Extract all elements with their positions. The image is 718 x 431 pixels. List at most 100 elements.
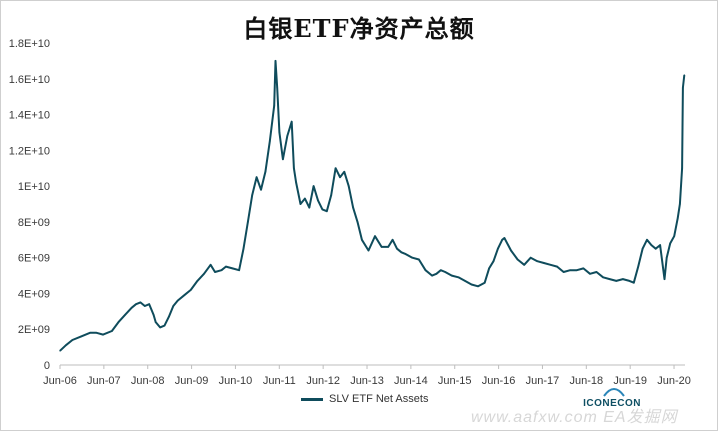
data-point xyxy=(352,206,354,209)
x-tick-label: Jun-17 xyxy=(526,375,560,387)
data-point xyxy=(440,269,442,272)
data-point xyxy=(209,264,212,266)
data-point xyxy=(274,60,277,62)
data-point xyxy=(536,260,539,263)
data-point xyxy=(124,314,126,316)
data-point xyxy=(387,246,390,248)
data-point xyxy=(293,167,295,169)
data-point xyxy=(673,235,675,237)
data-point xyxy=(477,285,479,288)
data-point xyxy=(523,264,525,266)
data-point xyxy=(65,344,67,347)
data-point xyxy=(391,239,394,241)
data-point xyxy=(681,167,683,169)
data-point xyxy=(334,167,337,169)
legend: SLV ETF Net Assets xyxy=(301,393,428,405)
x-tick-label: Jun-16 xyxy=(482,375,516,387)
data-point xyxy=(172,305,175,307)
data-point xyxy=(679,203,681,205)
data-point xyxy=(374,235,376,237)
y-tick-label: 1.4E+10 xyxy=(9,110,50,122)
data-point xyxy=(411,256,414,259)
data-point xyxy=(654,247,657,250)
data-point xyxy=(424,269,427,272)
y-tick-label: 1E+10 xyxy=(18,181,50,193)
data-point xyxy=(431,274,433,277)
data-point xyxy=(317,199,319,202)
data-point xyxy=(247,221,249,223)
data-point xyxy=(665,256,668,259)
data-point xyxy=(111,330,113,332)
data-point xyxy=(231,267,234,270)
legend-label: SLV ETF Net Assets xyxy=(329,393,429,405)
data-point xyxy=(154,321,157,323)
data-point xyxy=(669,242,671,245)
data-point xyxy=(510,249,512,252)
data-point xyxy=(152,314,155,316)
data-point xyxy=(196,280,199,282)
data-point xyxy=(102,333,104,336)
data-point xyxy=(190,289,192,291)
data-point xyxy=(663,278,666,280)
data-point xyxy=(615,280,618,282)
x-tick-label: Jun-15 xyxy=(438,375,472,387)
watermark: www.aafxw.com EA发掘网 xyxy=(471,409,678,426)
data-point xyxy=(529,256,532,259)
data-point xyxy=(622,278,624,280)
x-tick-label: Jun-18 xyxy=(569,375,603,387)
x-tick-label: Jun-10 xyxy=(219,375,253,387)
data-point xyxy=(380,246,383,248)
x-tick-label: Jun-08 xyxy=(131,375,165,387)
x-tick-label: Jun-19 xyxy=(613,375,647,387)
y-tick-label: 2E+09 xyxy=(18,324,50,336)
data-point xyxy=(238,269,240,272)
x-tick-label: Jun-12 xyxy=(306,375,340,387)
data-point xyxy=(139,301,142,304)
data-point xyxy=(501,239,504,241)
data-point xyxy=(295,181,297,184)
data-point xyxy=(286,135,289,137)
data-point xyxy=(646,239,648,241)
data-point xyxy=(497,247,499,250)
data-point xyxy=(264,171,267,173)
y-tick-label: 4E+09 xyxy=(18,288,50,300)
y-tick-label: 1.2E+10 xyxy=(9,145,50,157)
data-point xyxy=(488,267,490,270)
data-point xyxy=(214,271,216,273)
data-point xyxy=(80,335,82,338)
y-tick-label: 6E+09 xyxy=(18,253,50,265)
iconecon-logo-icon xyxy=(603,388,625,397)
data-point xyxy=(396,247,398,250)
data-point xyxy=(242,247,245,250)
data-point xyxy=(683,74,686,76)
data-point xyxy=(251,194,253,196)
data-point xyxy=(682,86,684,89)
data-point xyxy=(637,265,639,268)
data-point xyxy=(361,239,363,241)
y-tick-label: 1.6E+10 xyxy=(9,74,50,86)
data-point xyxy=(641,247,644,250)
data-point xyxy=(255,176,258,178)
data-point xyxy=(273,104,276,107)
y-tick-label: 0 xyxy=(44,360,50,372)
x-tick-label: Jun-06 xyxy=(43,375,77,387)
data-point xyxy=(290,120,293,123)
data-point xyxy=(400,251,403,254)
data-point xyxy=(418,258,420,261)
data-point xyxy=(549,264,552,266)
data-point xyxy=(330,194,333,196)
data-point xyxy=(343,171,346,173)
data-point xyxy=(659,244,661,246)
data-point xyxy=(516,258,519,261)
y-tick-label: 8E+09 xyxy=(18,217,50,229)
data-point xyxy=(457,276,460,279)
data-point xyxy=(326,210,328,212)
data-point xyxy=(633,281,635,284)
data-point xyxy=(304,197,306,200)
data-point xyxy=(676,217,679,220)
data-point xyxy=(89,332,91,334)
data-point xyxy=(276,86,279,89)
data-point xyxy=(168,315,170,318)
data-point xyxy=(130,307,133,309)
